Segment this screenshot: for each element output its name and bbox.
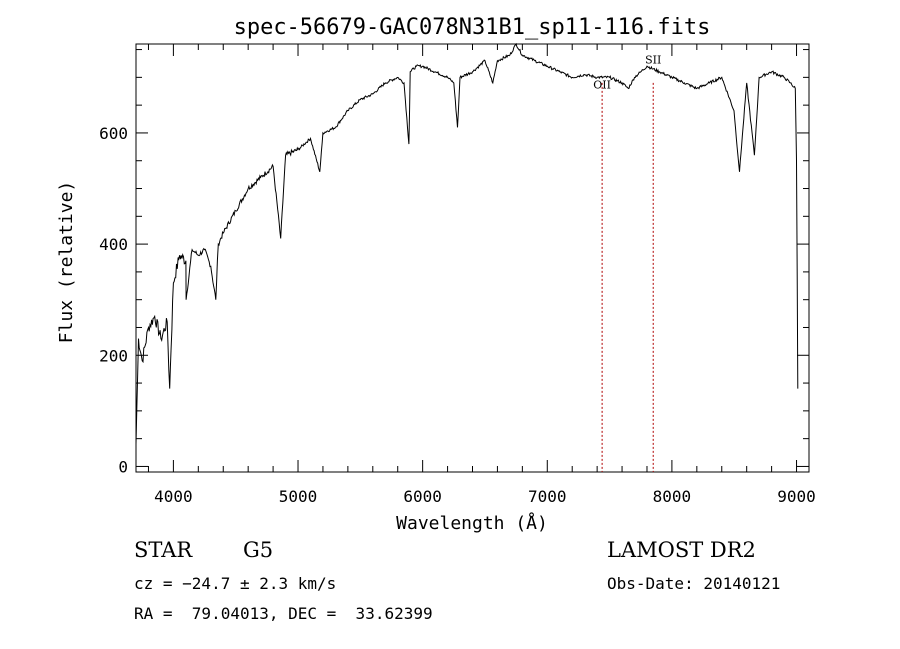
chart-title: spec-56679-GAC078N31B1_sp11-116.fits (234, 15, 711, 40)
y-tick-label: 600 (99, 124, 128, 143)
y-axis-ticks: 0 200 400 600 (99, 124, 809, 476)
x-tick-label: 8000 (653, 487, 692, 506)
x-tick-label: 4000 (154, 487, 193, 506)
x-tick-label: 9000 (777, 487, 816, 506)
minor-ticks (136, 44, 809, 472)
line-annotations: OII SII (593, 53, 661, 472)
x-tick-label: 7000 (528, 487, 567, 506)
x-axis-ticks: 4000 5000 6000 7000 8000 9000 (154, 44, 816, 506)
annotation-label: SII (645, 53, 661, 66)
y-tick-label: 400 (99, 235, 128, 254)
x-tick-label: 6000 (403, 487, 442, 506)
y-tick-label: 0 (118, 457, 128, 476)
annotation-label: OII (593, 78, 611, 91)
y-axis-label: Flux (relative) (56, 181, 77, 344)
plot-frame (135, 43, 810, 473)
x-axis-label: Wavelength (Å) (396, 512, 548, 534)
obs-date-text: Obs-Date: 20140121 (607, 574, 781, 593)
x-tick-label: 5000 (279, 487, 318, 506)
y-tick-label: 200 (99, 346, 128, 365)
object-class: STAR (134, 538, 193, 562)
spectrum-series-line (135, 42, 799, 445)
redshift-text: cz = −24.7 ± 2.3 km/s (134, 574, 337, 593)
object-subclass: G5 (243, 538, 274, 562)
survey-label: LAMOST DR2 (607, 538, 756, 562)
coordinates-text: RA = 79.04013, DEC = 33.62399 (134, 604, 433, 623)
